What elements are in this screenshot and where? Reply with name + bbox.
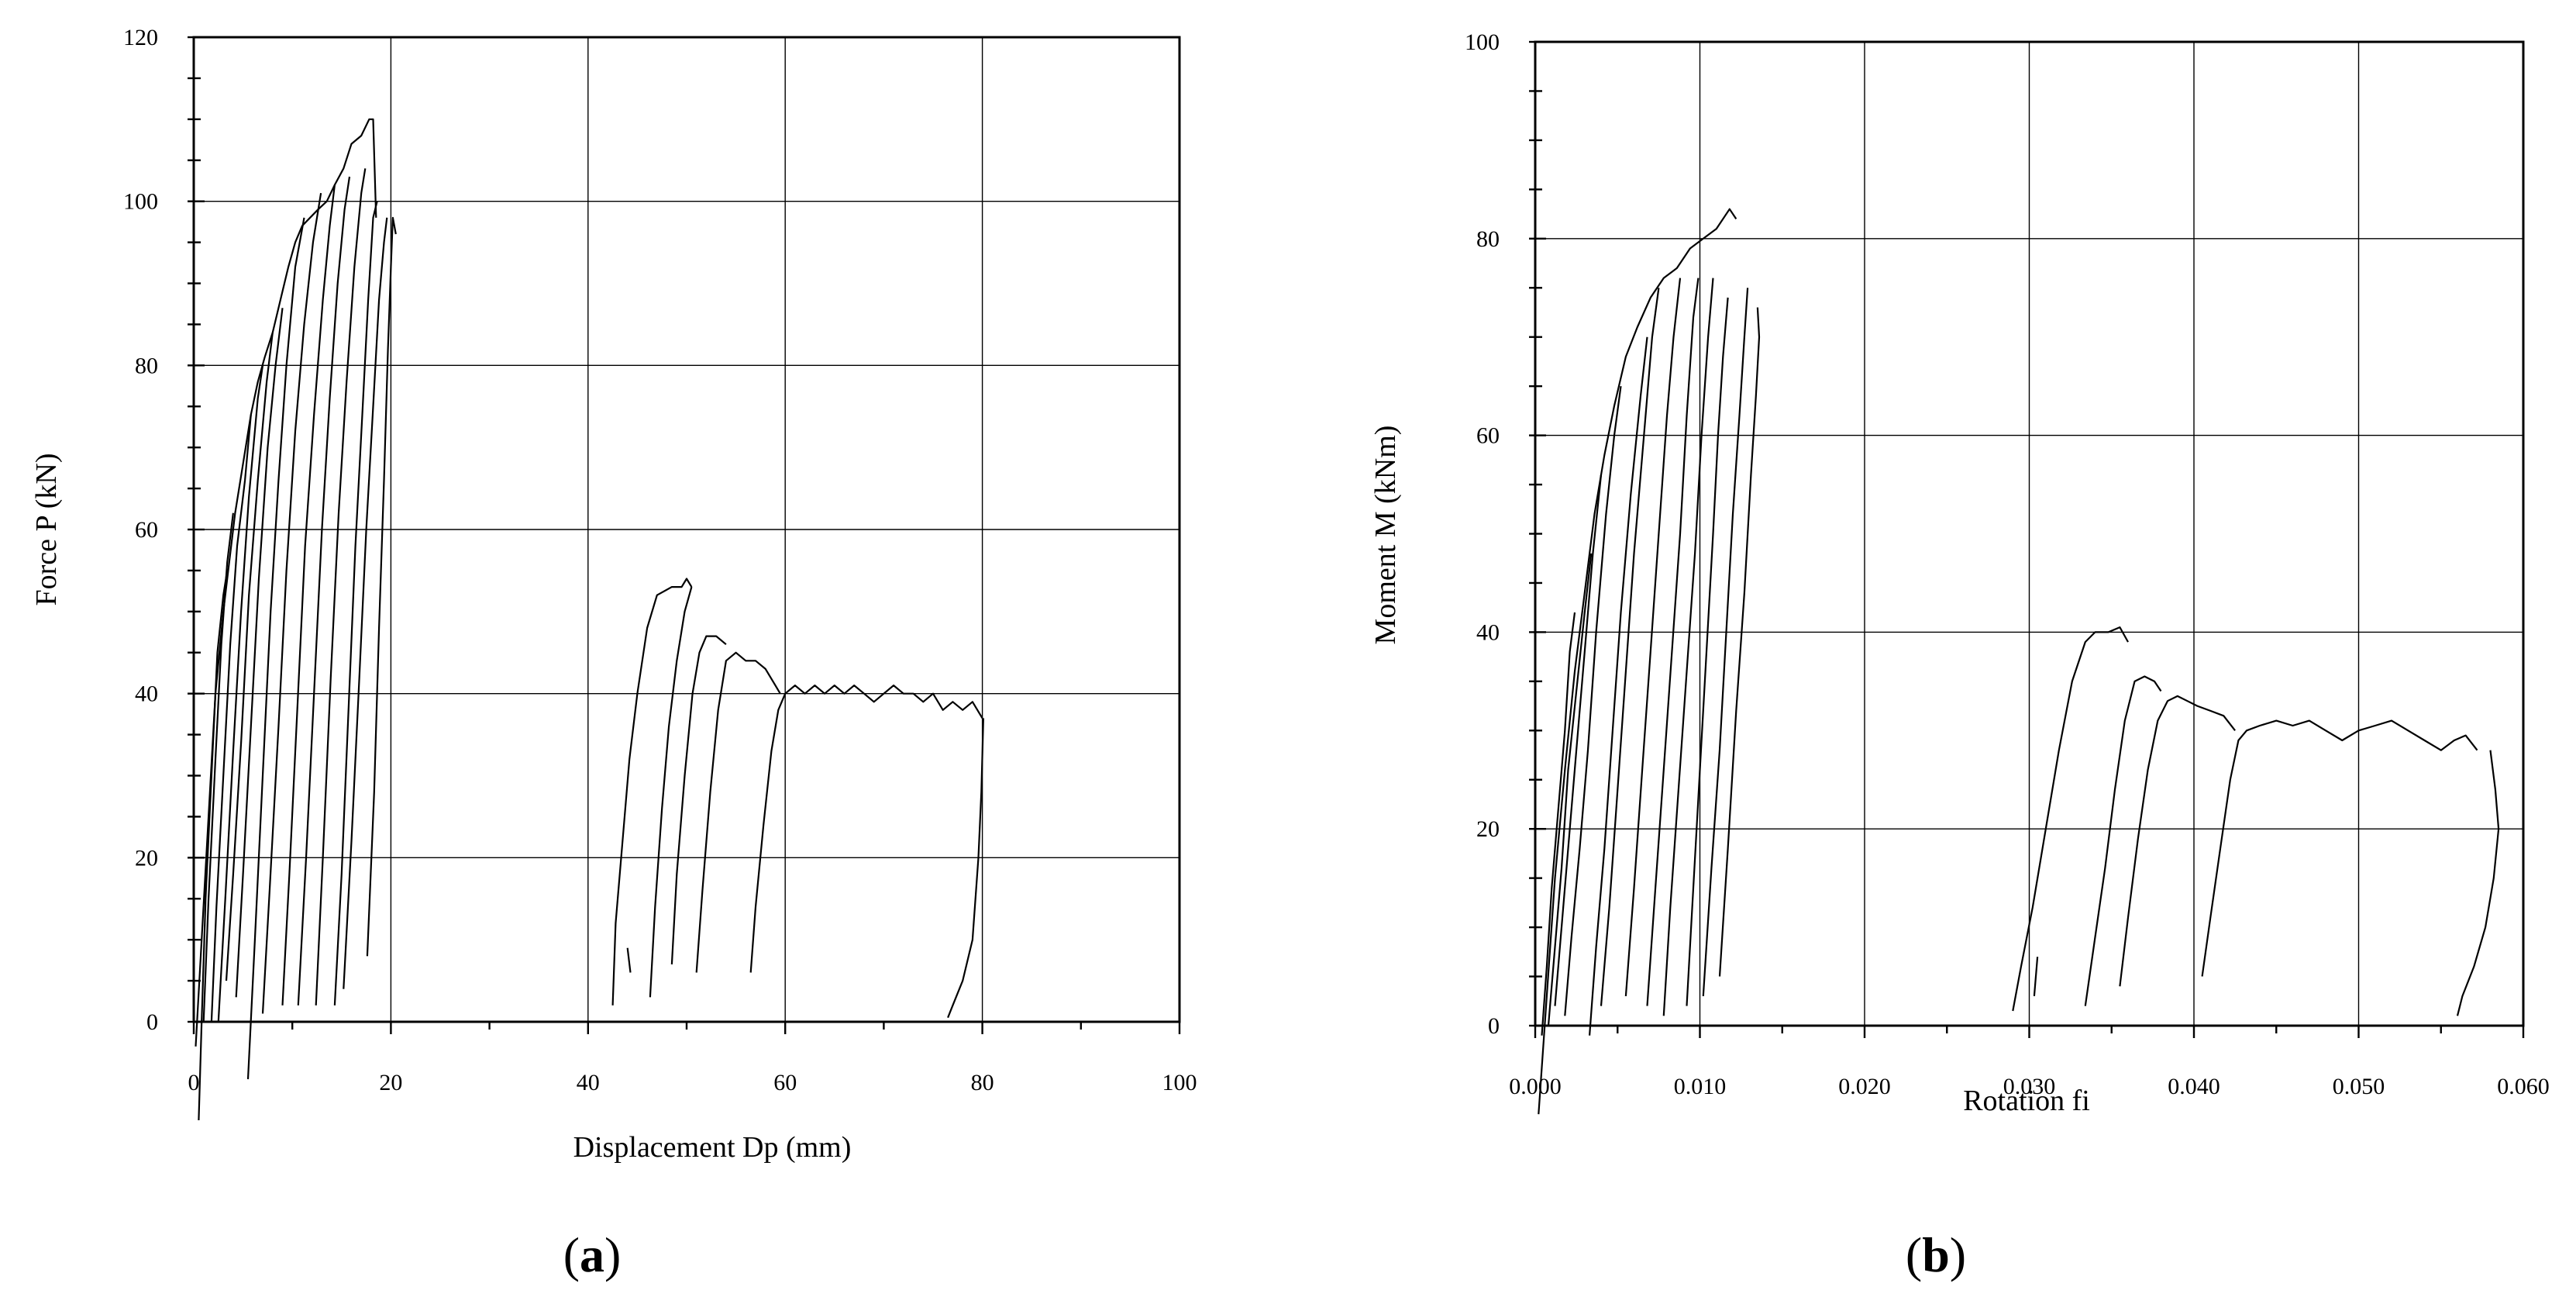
panel-a-label: (a) xyxy=(563,1227,622,1282)
panel-a-y-tick-label: 120 xyxy=(123,25,158,50)
panel-b-series-5-line xyxy=(1564,385,1622,1016)
panel-a-series-16-line xyxy=(611,578,693,1006)
panel-a-series-10-line xyxy=(281,185,336,1006)
panel-a-y-tick-label: 100 xyxy=(123,189,158,215)
panel-a-series-22-line xyxy=(947,718,984,1019)
panel-b-y-axis-label: Moment M (kNm) xyxy=(1369,426,1402,645)
panel-b-y-tick-label: 20 xyxy=(1476,816,1500,842)
panel-a-y-tick-label: 0 xyxy=(146,1009,158,1035)
panel-a-x-tick-label: 60 xyxy=(773,1070,797,1095)
panel-a-series-12-line xyxy=(315,168,367,1006)
panel-a-x-tick-label: 0 xyxy=(188,1070,200,1095)
panel-a-x-tick-label: 100 xyxy=(1162,1070,1197,1095)
panel-a-label-letter: a xyxy=(580,1227,604,1282)
panel-b-y-tick-label: 60 xyxy=(1476,423,1500,449)
panel-a-series-17-line xyxy=(626,947,632,973)
panel-a-series-4-line xyxy=(210,414,252,1023)
panel-a-x-tick-labels: 0 20 40 60 80 100 xyxy=(188,1070,1197,1095)
panel-a-x-tick-label: 80 xyxy=(971,1070,994,1095)
panel-b-curves xyxy=(1538,208,2500,1115)
panel-b-x-tick-labels: 0.000 0.010 0.020 0.030 0.040 0.050 0.060 xyxy=(1509,1074,2550,1099)
panel-b-series-3-line xyxy=(1547,553,1593,1026)
panel-a-series-20-line xyxy=(695,651,781,973)
panel-a-y-axis-label: Force P (kN) xyxy=(30,454,63,606)
panel-b-series-9-line xyxy=(1646,278,1700,1006)
panel-a-x-tick-label: 20 xyxy=(379,1070,402,1095)
panel-b-series-6-line xyxy=(1589,336,1648,1036)
panel-b-x-tick-label: 0.060 xyxy=(2497,1074,2550,1099)
panel-a-series-6-line xyxy=(225,332,274,981)
panel-a-y-tick-label: 40 xyxy=(135,681,158,707)
panel-a-y-tick-labels: 0 20 40 60 80 100 120 xyxy=(123,25,158,1035)
panel-a-series-18-line xyxy=(649,586,693,998)
panel-a-series-19-line xyxy=(670,635,727,964)
panel-a-series-5-line xyxy=(217,365,264,1023)
panel-b-series-2-line xyxy=(1541,612,1576,1036)
panel-b-series-14-line xyxy=(2012,626,2129,1012)
panel-b-x-tick-label: 0.000 xyxy=(1509,1074,1562,1099)
panel-a-y-tick-label: 20 xyxy=(135,845,158,871)
panel-b-y-tick-label: 40 xyxy=(1476,619,1500,645)
panel-b-series-12-line xyxy=(1702,288,1749,996)
panel-b-y-tick-label: 0 xyxy=(1488,1013,1500,1039)
panel-b-y-tick-labels: 0 20 40 60 80 100 xyxy=(1465,29,1500,1039)
panel-b-series-7-line xyxy=(1600,288,1660,1006)
panel-a-series-15-line xyxy=(366,216,397,957)
panel-b-x-tick-label: 0.010 xyxy=(1674,1074,1727,1099)
panel-a-ticks xyxy=(188,36,1181,1034)
panel-a-x-axis-label: Displacement Dp (mm) xyxy=(573,1131,852,1164)
panel-b-series-11-line xyxy=(1686,297,1729,1006)
panel-b-series-4-line xyxy=(1554,474,1603,1006)
panel-b-chart: 0.000 0.010 0.020 0.030 0.040 0.050 0.060 0 20 4… xyxy=(1369,29,2550,1282)
panel-a-series-13-line xyxy=(333,201,378,1006)
panel-b-x-tick-label: 0.020 xyxy=(1838,1074,1891,1099)
panel-a-series-8-line xyxy=(246,217,305,1080)
panel-a-y-tick-label: 60 xyxy=(135,517,158,543)
panel-b-series-15-line xyxy=(2033,957,2039,996)
panel-b-ticks xyxy=(1529,40,2525,1038)
panel-b-series-18-line xyxy=(2201,719,2478,977)
panel-a-series-11-line xyxy=(297,176,351,1006)
panel-b-series-13-line xyxy=(1718,307,1761,977)
panel-b-y-tick-label: 100 xyxy=(1465,29,1500,55)
panel-b-series-17-line xyxy=(2119,695,2236,987)
panel-a-curves xyxy=(195,118,984,1121)
panel-b-series-10-line xyxy=(1662,278,1714,1016)
panel-a-chart: 0 20 40 60 80 100 0 20 40 60 80 100 120 Displacemen… xyxy=(30,25,1197,1282)
panel-a-series-7-line xyxy=(235,308,284,998)
panel-b-x-tick-label: 0.030 xyxy=(2003,1074,2056,1099)
panel-a-series-9-line xyxy=(261,192,322,1014)
panel-a-series-21-line xyxy=(749,684,983,973)
panel-b-series-1-line xyxy=(1538,208,1737,1115)
panel-b-series-16-line xyxy=(2084,675,2162,1006)
panel-b-x-axis-label: Rotation fi xyxy=(1963,1085,2090,1117)
panel-b-y-tick-label: 80 xyxy=(1476,226,1500,252)
panel-b-label: (b) xyxy=(1906,1227,1966,1282)
panel-a-series-14-line xyxy=(343,217,388,989)
panel-a-series-3-line xyxy=(202,512,234,1023)
panel-a-x-tick-label: 40 xyxy=(577,1070,600,1095)
panel-b-series-8-line xyxy=(1624,278,1682,996)
panel-a-series-2-line xyxy=(198,570,229,1121)
panel-b-x-tick-label: 0.050 xyxy=(2333,1074,2385,1099)
panel-b-grid xyxy=(1535,42,2523,1026)
panel-b-label-letter: b xyxy=(1922,1227,1950,1282)
panel-b-series-19-line xyxy=(2456,750,2500,1016)
panel-b-x-tick-label: 0.040 xyxy=(2168,1074,2220,1099)
panel-a-y-tick-label: 80 xyxy=(135,353,158,378)
